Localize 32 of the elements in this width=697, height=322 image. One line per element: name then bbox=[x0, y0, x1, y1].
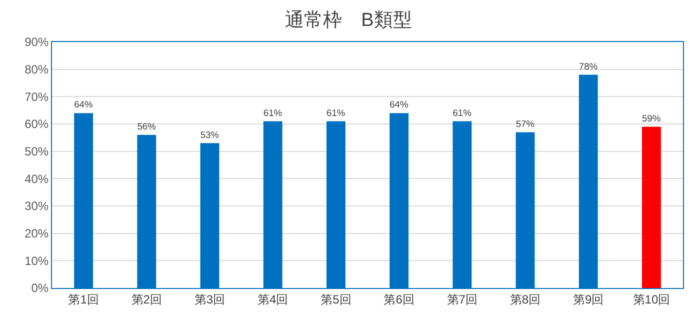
x-tick-label: 第1回 bbox=[68, 292, 99, 306]
y-tick-label: 70% bbox=[24, 90, 49, 104]
x-tick-label: 第4回 bbox=[258, 292, 288, 306]
x-tick-label: 第2回 bbox=[131, 292, 162, 306]
data-label: 56% bbox=[137, 122, 156, 132]
chart-title: 通常枠 B類型 bbox=[285, 10, 412, 32]
y-tick-label: 60% bbox=[24, 117, 49, 132]
y-tick-label: 20% bbox=[24, 226, 49, 241]
x-tick-label: 第7回 bbox=[446, 292, 478, 306]
data-label: 53% bbox=[200, 130, 219, 140]
y-tick-label: 50% bbox=[24, 144, 49, 159]
data-label: 64% bbox=[74, 100, 93, 110]
y-tick-label: 10% bbox=[24, 254, 49, 268]
x-tick-label: 第9回 bbox=[573, 292, 604, 306]
y-tick-label: 0% bbox=[31, 281, 49, 296]
data-label: 59% bbox=[642, 113, 661, 124]
data-label: 61% bbox=[452, 108, 472, 118]
bar bbox=[642, 126, 661, 288]
data-label: 61% bbox=[263, 108, 282, 118]
y-tick-label: 90% bbox=[24, 35, 49, 50]
x-tick-label: 第5回 bbox=[320, 292, 352, 306]
y-tick-label: 80% bbox=[24, 62, 49, 77]
data-label: 78% bbox=[578, 61, 598, 72]
x-tick-label: 第3回 bbox=[194, 292, 226, 306]
x-tick-label: 第6回 bbox=[384, 292, 414, 306]
data-label: 57% bbox=[516, 118, 534, 129]
y-tick-label: 40% bbox=[24, 172, 49, 186]
data-label: 61% bbox=[326, 108, 346, 118]
data-label: 64% bbox=[390, 100, 408, 110]
x-tick-label: 第8回 bbox=[510, 292, 541, 306]
x-tick-label: 第10回 bbox=[632, 292, 670, 306]
y-tick-label: 30% bbox=[24, 199, 49, 214]
